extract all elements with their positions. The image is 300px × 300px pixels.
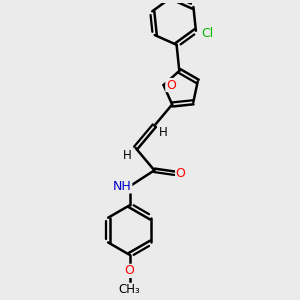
- Text: O: O: [125, 264, 134, 278]
- Text: H: H: [123, 148, 131, 162]
- Text: H: H: [158, 126, 167, 139]
- Text: CH₃: CH₃: [119, 283, 140, 296]
- Text: NH: NH: [113, 180, 132, 193]
- Text: O: O: [176, 167, 185, 180]
- Text: O: O: [166, 79, 176, 92]
- Text: Cl: Cl: [201, 27, 213, 40]
